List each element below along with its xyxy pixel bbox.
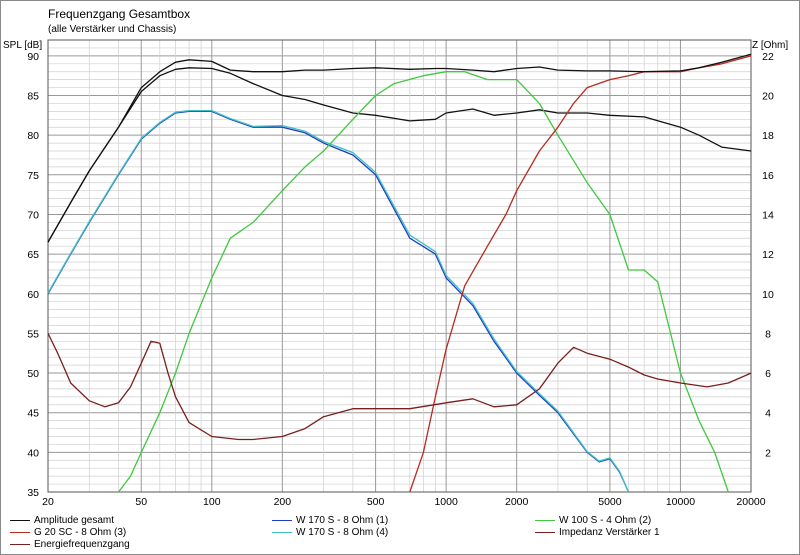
x-tick-label: 20000 bbox=[736, 496, 765, 508]
legend-label: Energiefrequenzgang bbox=[34, 539, 130, 550]
y-tick-label: 65 bbox=[27, 249, 39, 261]
y2-tick-label: 18 bbox=[762, 130, 774, 142]
legend-swatch bbox=[535, 531, 555, 533]
chart-legend: Amplitude gesamt W 170 S - 8 Ohm (1) W 100… bbox=[0, 512, 800, 555]
legend-label: W 170 S - 8 Ohm (1) bbox=[296, 515, 389, 526]
plot-area-border bbox=[47, 39, 752, 493]
series-line bbox=[47, 67, 752, 243]
x-tick-label: 1000 bbox=[434, 496, 458, 508]
legend-entry: Amplitude gesamt bbox=[10, 515, 114, 527]
y2-tick-label: 20 bbox=[762, 91, 774, 103]
legend-label: W 100 S - 4 Ohm (2) bbox=[559, 515, 652, 526]
y2-tick-label: 8 bbox=[765, 328, 771, 340]
y2-tick-label: 22 bbox=[762, 51, 774, 63]
y2-tick-label: 10 bbox=[762, 289, 774, 301]
legend-entry: G 20 SC - 8 Ohm (3) bbox=[10, 527, 126, 539]
x-tick-label: 50 bbox=[135, 496, 147, 508]
chart-plot: 20 50 100 200 500 1000 2000 5000 10000 20000 35 40 4… bbox=[27, 39, 774, 508]
x-tick-label: 20 bbox=[42, 496, 54, 508]
y-tick-label: 85 bbox=[27, 91, 39, 103]
y2-tick-label: 12 bbox=[762, 249, 774, 261]
y2-tick-label: 4 bbox=[765, 408, 771, 420]
series-line bbox=[409, 55, 752, 493]
legend-swatch bbox=[272, 531, 292, 533]
y-tick-label: 35 bbox=[27, 487, 39, 499]
y-tick-label: 75 bbox=[27, 170, 39, 182]
legend-entry: Energiefrequenzgang bbox=[10, 539, 130, 551]
legend-entry: W 170 S - 8 Ohm (1) bbox=[272, 515, 388, 527]
series-line bbox=[117, 71, 729, 493]
legend-label: G 20 SC - 8 Ohm (3) bbox=[34, 527, 127, 538]
legend-entry: W 100 S - 4 Ohm (2) bbox=[535, 515, 651, 527]
x-tick-label: 100 bbox=[203, 496, 221, 508]
x-tick-label: 500 bbox=[367, 496, 385, 508]
y-axis-label-left: SPL [dB] bbox=[3, 40, 43, 51]
y-tick-label: 60 bbox=[27, 289, 39, 301]
chart-subtitle: (alle Verstärker und Chassis) bbox=[48, 24, 177, 35]
legend-label: Impedanz Verstärker 1 bbox=[559, 527, 660, 538]
y-tick-label: 45 bbox=[27, 408, 39, 420]
y-tick-label: 50 bbox=[27, 368, 39, 380]
y-tick-label: 80 bbox=[27, 130, 39, 142]
legend-entry: Impedanz Verstärker 1 bbox=[535, 527, 660, 539]
legend-swatch bbox=[10, 531, 30, 533]
series-line bbox=[47, 109, 630, 493]
y2-tick-label: 16 bbox=[762, 170, 774, 182]
y2-tick-label: 2 bbox=[765, 447, 771, 459]
legend-swatch bbox=[10, 543, 30, 545]
y2-tick-label: 14 bbox=[762, 209, 774, 221]
legend-label: Amplitude gesamt bbox=[34, 515, 115, 526]
legend-label: W 170 S - 8 Ohm (4) bbox=[296, 527, 389, 538]
legend-swatch bbox=[272, 519, 292, 521]
y-tick-label: 70 bbox=[27, 209, 39, 221]
chart-title: Frequenzgang Gesamtbox bbox=[48, 7, 191, 21]
series-line bbox=[47, 53, 752, 243]
y-axis-label-right: Z [Ohm] bbox=[752, 40, 789, 51]
legend-entry: W 170 S - 8 Ohm (4) bbox=[272, 527, 388, 539]
series-line bbox=[47, 333, 752, 441]
y2-tick-label: 6 bbox=[765, 368, 771, 380]
x-tick-label: 2000 bbox=[505, 496, 529, 508]
legend-swatch bbox=[10, 519, 30, 521]
y-tick-label: 55 bbox=[27, 328, 39, 340]
x-tick-label: 5000 bbox=[598, 496, 622, 508]
x-tick-label: 200 bbox=[274, 496, 292, 508]
y-tick-label: 40 bbox=[27, 447, 39, 459]
y-tick-label: 90 bbox=[27, 51, 39, 63]
legend-swatch bbox=[535, 519, 555, 521]
x-tick-label: 10000 bbox=[666, 496, 695, 508]
